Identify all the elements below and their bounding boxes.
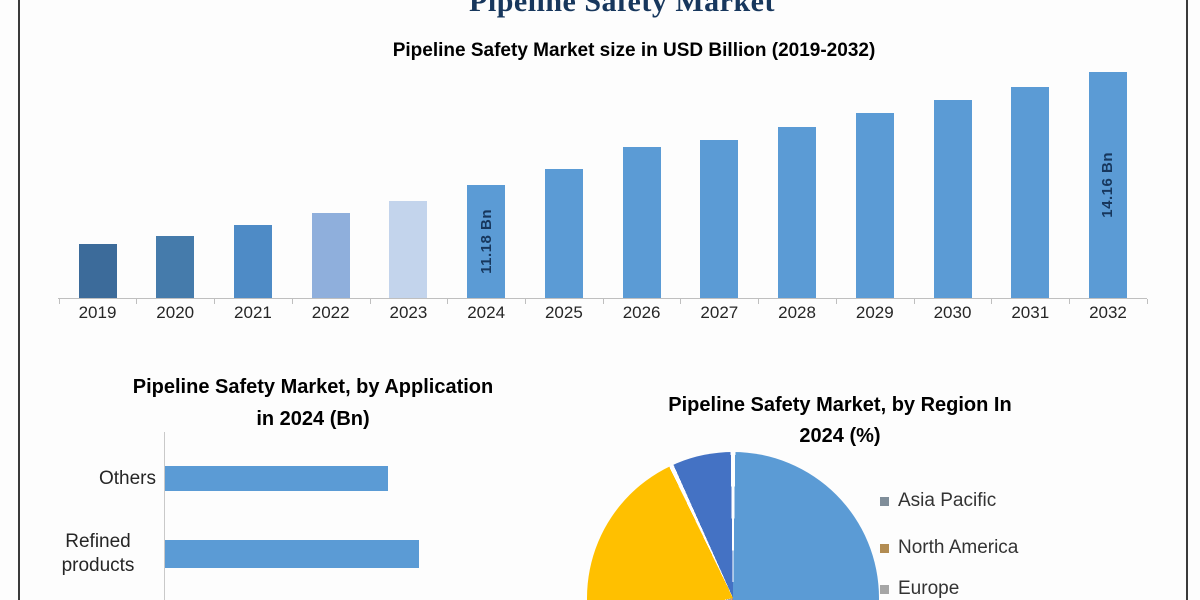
bar-2032: 14.16 Bn — [1088, 72, 1127, 298]
market-size-chart-title: Pipeline Safety Market size in USD Billi… — [392, 40, 876, 61]
region-chart-title-line2: 2024 (%) — [799, 425, 881, 447]
x-axis — [58, 298, 1147, 299]
bar-2021 — [233, 225, 272, 298]
x-label-2021: 2021 — [234, 303, 272, 322]
category-label-refined-products: Refined products — [40, 528, 156, 580]
axis-tick — [369, 299, 371, 304]
bar-2023 — [389, 201, 428, 298]
x-label-2028: 2028 — [778, 303, 816, 322]
bar-2030 — [933, 100, 972, 298]
axis-tick — [758, 299, 760, 304]
bar-2019 — [78, 244, 117, 298]
axis-tick — [1146, 299, 1148, 304]
bar-2029 — [855, 113, 894, 298]
bar-2020 — [156, 236, 195, 298]
axis-tick — [524, 299, 526, 304]
x-label-2020: 2020 — [156, 303, 195, 322]
x-label-2029: 2029 — [855, 303, 894, 322]
page-border-left — [18, 0, 20, 600]
page-border-right — [1186, 0, 1188, 600]
legend-marker-north-america — [880, 543, 889, 553]
axis-tick — [1069, 299, 1071, 304]
axis-tick — [913, 299, 915, 304]
bar-2025 — [544, 169, 583, 298]
bar-2024: 11.18 Bn — [467, 185, 506, 298]
category-label-others: Others — [50, 466, 156, 491]
bar-value-label-2024: 11.18 Bn — [477, 209, 495, 274]
axis-tick — [58, 299, 60, 304]
legend-label: Europe — [898, 578, 960, 599]
hbar-others — [165, 466, 388, 491]
axis-tick — [991, 299, 993, 304]
x-label-2024: 2024 — [467, 303, 506, 322]
x-label-2025: 2025 — [544, 303, 583, 322]
x-label-2027: 2027 — [700, 303, 739, 322]
hbar-refined-products — [165, 540, 419, 568]
axis-tick — [291, 299, 293, 304]
bar-2027 — [700, 140, 739, 298]
y-axis — [164, 432, 165, 600]
region-chart-title-line1: Pipeline Safety Market, by Region In — [668, 394, 1012, 416]
bar-2022 — [311, 213, 350, 298]
x-label-2032: 2032 — [1089, 303, 1127, 322]
page-title: Pipeline Safety Market — [469, 0, 775, 18]
x-label-2022: 2022 — [311, 303, 350, 322]
axis-tick — [602, 299, 604, 304]
application-chart-title-line1: Pipeline Safety Market, by Application — [132, 376, 494, 398]
axis-tick — [214, 299, 216, 304]
application-chart-title-line2: in 2024 (Bn) — [256, 408, 370, 430]
bar-2031 — [1011, 87, 1050, 298]
x-label-2023: 2023 — [389, 303, 428, 322]
axis-tick — [447, 299, 449, 304]
legend-item-asia-pacific: Asia Pacific — [880, 490, 996, 512]
bar-2026 — [622, 147, 661, 298]
legend-label: North America — [898, 537, 1019, 558]
legend-item-europe: Europe — [880, 578, 959, 600]
legend-marker-asia-pacific — [880, 496, 889, 506]
legend-marker-europe — [880, 584, 889, 594]
x-label-2026: 2026 — [622, 303, 661, 322]
x-label-2019: 2019 — [78, 303, 117, 322]
legend-label: Asia Pacific — [898, 490, 997, 511]
category-label-text: Refined products — [61, 531, 135, 576]
legend-item-north-america: North America — [880, 537, 1018, 559]
category-label-text: Others — [98, 467, 156, 489]
axis-tick — [835, 299, 837, 304]
pie-chart — [587, 452, 879, 600]
x-label-2031: 2031 — [1011, 303, 1050, 322]
axis-tick — [136, 299, 138, 304]
bar-2028 — [778, 127, 817, 298]
axis-tick — [680, 299, 682, 304]
bar-value-label-2032: 14.16 Bn — [1099, 152, 1117, 218]
x-label-2030: 2030 — [933, 303, 972, 322]
